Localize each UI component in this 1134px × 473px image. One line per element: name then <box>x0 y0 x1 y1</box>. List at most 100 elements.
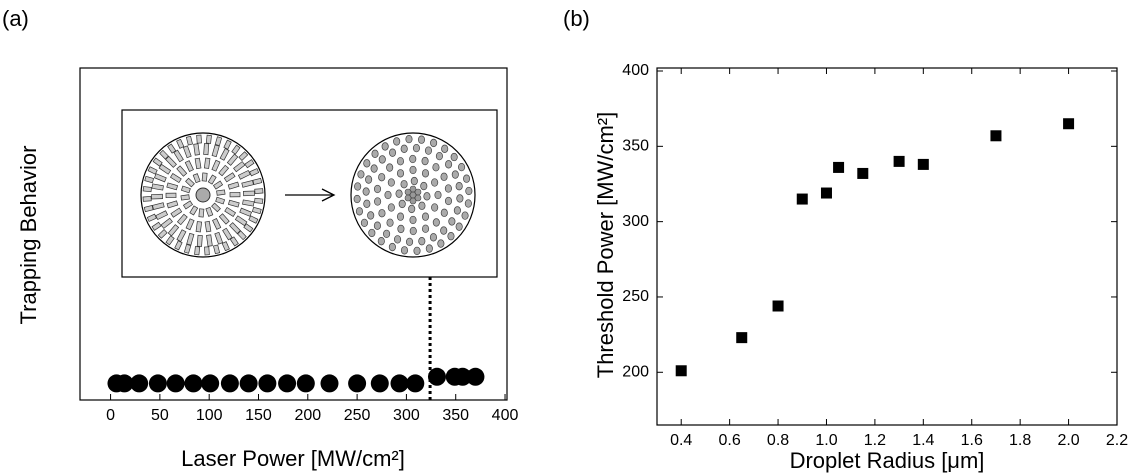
dot-molecule <box>384 190 392 200</box>
rod-molecule <box>176 138 185 149</box>
rod-molecule <box>176 229 187 242</box>
plot-frame <box>656 67 1118 426</box>
rod-molecule <box>147 166 158 175</box>
rod-molecule <box>144 175 155 184</box>
data-point <box>857 167 869 179</box>
rod-molecule <box>195 221 203 233</box>
dot-molecule <box>357 170 365 179</box>
dot-molecule <box>425 244 433 253</box>
dot-molecule <box>400 246 409 255</box>
rod-molecule <box>237 230 247 241</box>
dot-molecule <box>378 209 386 218</box>
data-point <box>201 374 220 393</box>
y-tick-label: 200 <box>622 363 649 380</box>
dot-molecule <box>456 194 464 203</box>
rod-molecule <box>151 193 163 200</box>
dot-molecule <box>400 144 408 153</box>
dot-molecule <box>373 221 381 230</box>
dot-molecule <box>388 148 397 157</box>
data-point <box>772 300 784 312</box>
rod-molecule <box>194 157 202 170</box>
data-point <box>166 374 185 393</box>
rod-molecule <box>212 180 224 190</box>
data-point <box>833 161 845 173</box>
rod-molecule <box>151 221 162 231</box>
x-tick-label: 350 <box>442 407 469 424</box>
rod-molecule <box>198 208 205 218</box>
dot-molecule <box>367 211 375 220</box>
dot-molecule <box>353 194 361 204</box>
rod-molecule <box>242 199 255 207</box>
rod-molecule <box>189 205 199 216</box>
dot-molecule <box>368 228 376 238</box>
rod-molecule <box>167 143 177 154</box>
rod-molecule <box>237 169 251 180</box>
dot-molecule <box>451 170 459 179</box>
dot-molecule <box>393 235 402 244</box>
dot-molecule <box>400 180 408 189</box>
y-tick-label: 400 <box>622 62 649 79</box>
rod-molecule <box>174 240 183 251</box>
rod-molecule <box>159 149 169 160</box>
dot-molecule <box>441 144 449 153</box>
rod-molecule <box>180 185 191 194</box>
arrow-head <box>321 188 336 202</box>
rod-molecule <box>146 213 157 222</box>
dot-molecule <box>355 207 363 216</box>
rod-molecule <box>205 134 212 144</box>
x-tick-label: 1.8 <box>1009 432 1031 449</box>
x-tick-label: 0.4 <box>670 432 692 449</box>
rod-molecule <box>243 190 255 197</box>
rod-molecule <box>173 149 184 163</box>
x-tick-label: 2.0 <box>1057 432 1079 449</box>
dot-molecule <box>435 151 443 161</box>
rod-molecule <box>241 179 254 188</box>
rod-molecule <box>218 164 230 177</box>
dot-molecule <box>440 208 448 217</box>
rod-molecule <box>160 217 173 229</box>
data-point <box>278 374 297 393</box>
dot-molecule <box>412 143 420 153</box>
dot-molecule <box>432 163 440 172</box>
dot-core <box>409 197 417 205</box>
rod-molecule <box>234 215 248 227</box>
rod-molecule <box>169 173 182 184</box>
dot-molecule <box>363 159 371 168</box>
rod-molecule <box>180 194 190 201</box>
dot-molecule <box>418 237 426 246</box>
dot-molecule <box>406 237 414 247</box>
rod-molecule <box>185 218 195 231</box>
panel-label: (a) <box>2 6 29 31</box>
dot-molecule <box>444 184 452 193</box>
rod-molecule <box>229 191 241 198</box>
x-axis-label: Laser Power [MW/cm²] <box>181 446 405 471</box>
dot-molecule <box>363 199 371 208</box>
rod-molecule <box>186 232 195 246</box>
rod-molecule <box>165 235 175 246</box>
dot-molecule <box>417 135 426 144</box>
rod-molecule <box>157 229 168 239</box>
dot-molecule <box>455 182 463 191</box>
rod-molecule <box>155 210 169 221</box>
rod-molecule <box>165 192 177 199</box>
rod-molecule <box>183 243 192 254</box>
dot-molecule <box>360 218 368 228</box>
dot-molecule <box>409 154 417 164</box>
data-point <box>675 365 687 377</box>
rod-molecule <box>151 183 164 191</box>
rod-molecule <box>176 213 188 226</box>
dot-molecule <box>447 232 455 241</box>
rod-molecule <box>224 206 237 217</box>
dot-molecule <box>378 155 386 164</box>
data-point <box>115 374 134 393</box>
dot-molecule <box>461 211 469 220</box>
rod-molecule <box>231 144 241 155</box>
rod-molecule <box>239 207 253 217</box>
rod-molecule <box>196 134 202 144</box>
dot-molecule <box>437 239 445 248</box>
rod-molecule <box>219 148 230 161</box>
rod-molecule <box>244 159 255 169</box>
rod-molecule <box>185 135 193 146</box>
dot-molecule <box>396 169 405 178</box>
